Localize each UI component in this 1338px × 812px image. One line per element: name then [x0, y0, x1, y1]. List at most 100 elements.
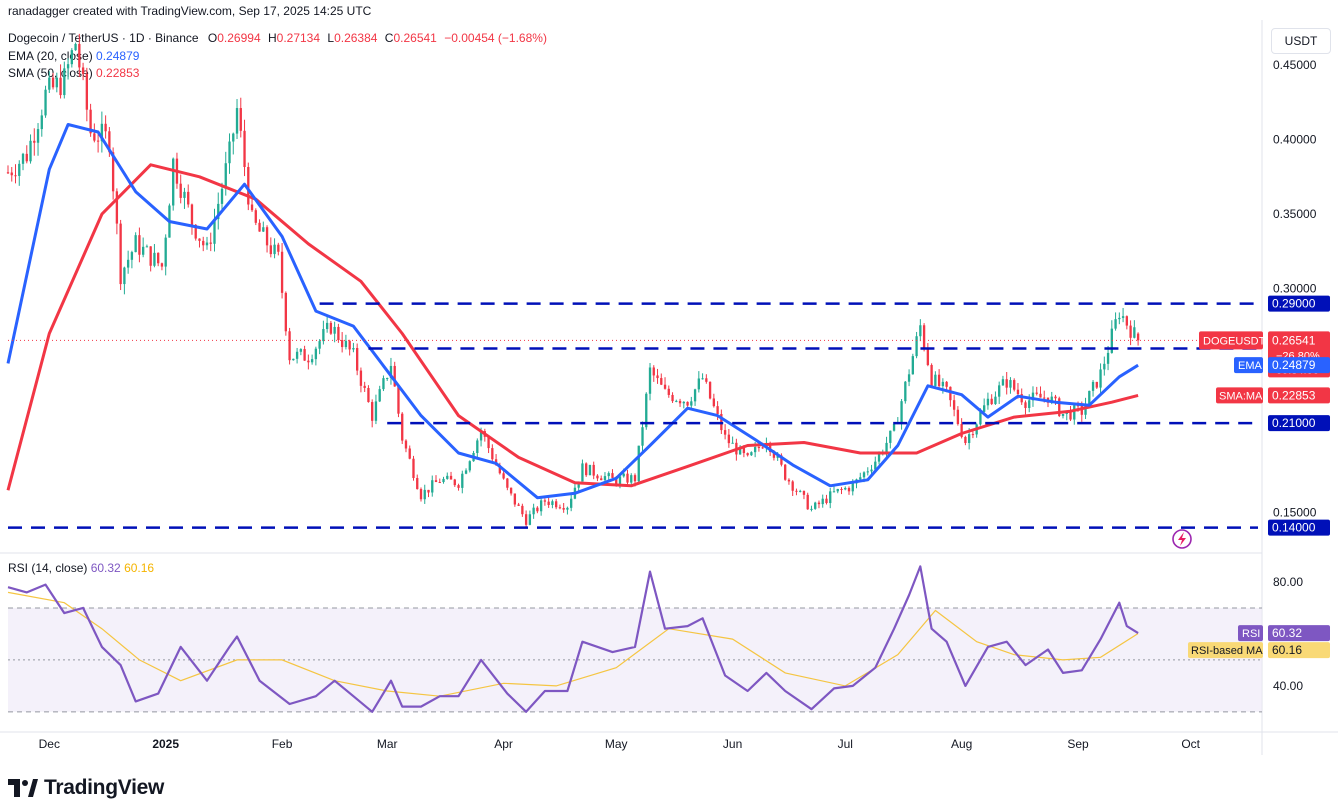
- candle: [1118, 312, 1121, 325]
- candle: [277, 242, 280, 256]
- candle: [524, 510, 528, 527]
- candle: [919, 319, 922, 342]
- ema20-line: [6, 123, 1139, 500]
- candle: [727, 428, 731, 448]
- ohlc-high: 0.27134: [276, 31, 321, 45]
- candle: [386, 377, 389, 381]
- candle: [438, 478, 441, 484]
- candle: [89, 103, 92, 137]
- candle: [449, 471, 453, 480]
- candle: [6, 165, 10, 174]
- level-label-text: 0.21000: [1272, 416, 1316, 430]
- candle: [648, 362, 652, 401]
- sma-badge: SMA:MA 0.22853: [1216, 387, 1330, 404]
- candle: [14, 164, 17, 184]
- candle: [431, 475, 434, 497]
- candle: [179, 174, 182, 204]
- symbol-legend: Dogecoin / TetherUS · 1D · Binance O 0.26…: [8, 31, 547, 45]
- candle: [280, 243, 284, 299]
- candle: [1061, 413, 1065, 419]
- rsi-ma-line: [7, 591, 1139, 697]
- candle: [329, 320, 333, 335]
- rsi-tick-label: 40.00: [1273, 679, 1303, 693]
- candle: [126, 250, 130, 274]
- candle: [712, 393, 716, 408]
- candle: [48, 71, 51, 93]
- candle: [588, 464, 592, 476]
- candle: [228, 133, 231, 174]
- candle: [821, 494, 824, 508]
- candle: [690, 396, 693, 409]
- candle: [217, 192, 220, 230]
- candle: [904, 380, 907, 404]
- candle: [570, 494, 573, 512]
- candle: [784, 464, 787, 481]
- candle: [626, 469, 629, 485]
- candle: [446, 472, 449, 480]
- candle: [539, 496, 543, 516]
- rsi-ma-legend-value: 60.16: [124, 561, 155, 575]
- rsi-badge: RSI 60.32: [1238, 625, 1330, 642]
- sma-badge-value: 0.22853: [1272, 388, 1316, 402]
- time-axis[interactable]: Dec 2025 Feb Mar Apr May Jun Jul Aug Sep Oct: [39, 737, 1201, 751]
- candle: [1106, 346, 1110, 371]
- candle: [937, 369, 941, 389]
- candle: [814, 501, 817, 510]
- rsi-legend-label: RSI (14, close): [8, 561, 88, 575]
- candle: [44, 85, 47, 118]
- candle: [911, 353, 914, 375]
- level-label: 0.21000: [1268, 415, 1330, 432]
- candle: [318, 339, 321, 355]
- candle: [367, 385, 370, 403]
- sma50-line: [6, 163, 1139, 491]
- ohlc-low: 0.26384: [334, 31, 378, 45]
- time-tick-label: Mar: [377, 737, 398, 751]
- time-tick-label: Feb: [272, 737, 293, 751]
- candle: [164, 234, 167, 276]
- candle: [799, 489, 802, 493]
- candle: [149, 246, 152, 272]
- price-tick-label: 0.15000: [1273, 506, 1317, 520]
- candle: [922, 323, 926, 352]
- tradingview-logo[interactable]: TradingView: [8, 776, 164, 800]
- candle: [528, 510, 532, 526]
- candle: [288, 327, 291, 365]
- candle: [566, 506, 569, 515]
- candle: [412, 455, 415, 481]
- candle: [78, 33, 81, 78]
- candle: [21, 152, 25, 171]
- candle: [1039, 386, 1042, 398]
- ohlc-open-label: O: [207, 31, 218, 45]
- candle: [693, 388, 697, 406]
- candle: [1024, 400, 1027, 415]
- time-tick-label: May: [605, 737, 628, 751]
- sma-legend[interactable]: SMA (50, close) 0.22853: [8, 66, 139, 80]
- time-tick-label: Dec: [39, 737, 60, 751]
- candle: [956, 406, 960, 426]
- candle: [1031, 386, 1035, 407]
- rsi-legend[interactable]: RSI (14, close) 60.32 60.16: [8, 561, 154, 575]
- candle: [461, 470, 464, 494]
- price-tick-label: 0.35000: [1273, 207, 1317, 221]
- candle: [250, 197, 254, 212]
- time-tick-label: Aug: [951, 737, 972, 751]
- candle: [322, 320, 325, 345]
- currency-button[interactable]: USDT: [1271, 28, 1331, 54]
- lightning-icon[interactable]: [1172, 529, 1192, 549]
- candle: [667, 385, 670, 398]
- candle: [427, 489, 430, 498]
- candle: [930, 363, 933, 389]
- candle: [348, 339, 351, 356]
- price-axis[interactable]: 0.45000 0.40000 0.35000 0.30000 0.15000: [1273, 58, 1317, 520]
- symbol-name[interactable]: Dogecoin / TetherUS · 1D · Binance: [8, 31, 199, 45]
- candle: [585, 462, 588, 477]
- candle: [750, 451, 753, 456]
- candle: [408, 445, 411, 460]
- candle: [397, 385, 400, 418]
- candle: [652, 365, 655, 382]
- sma-legend-label: SMA (50, close): [8, 66, 93, 80]
- candle: [299, 348, 303, 356]
- candle: [374, 394, 378, 425]
- rsi-axis[interactable]: 80.00 40.00: [1273, 575, 1303, 693]
